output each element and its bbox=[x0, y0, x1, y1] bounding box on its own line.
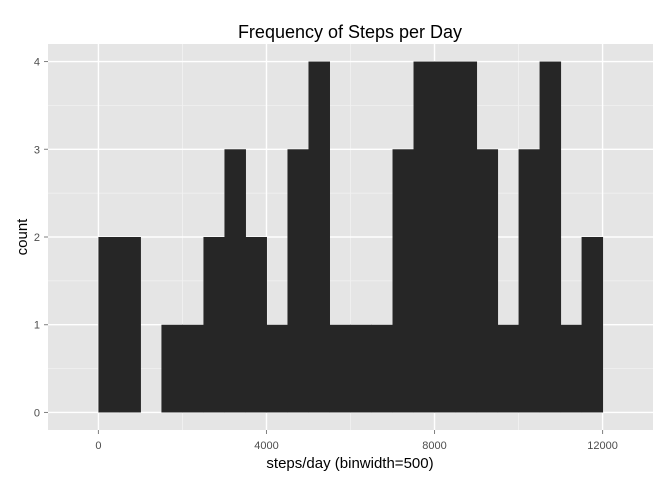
y-tick-label: 1 bbox=[34, 320, 40, 332]
histogram-bar bbox=[392, 149, 415, 413]
histogram-bar bbox=[497, 324, 520, 413]
y-axis-ticks: 0 1 2 3 4 bbox=[34, 57, 48, 419]
x-tick-label: 8000 bbox=[422, 440, 446, 452]
x-axis-ticks: 0 4000 8000 12000 bbox=[95, 430, 618, 452]
histogram-bar bbox=[518, 149, 541, 413]
histogram-bar bbox=[560, 324, 583, 413]
histogram-bar bbox=[350, 324, 373, 413]
histogram-bar bbox=[245, 237, 267, 413]
x-tick-label: 0 bbox=[95, 440, 101, 452]
histogram-bar bbox=[203, 237, 225, 413]
histogram-bar bbox=[98, 237, 120, 413]
histogram-bar bbox=[581, 237, 604, 413]
chart-title: Frequency of Steps per Day bbox=[238, 22, 462, 42]
y-axis-label: count bbox=[14, 218, 31, 256]
histogram-bar bbox=[161, 324, 183, 413]
y-tick-label: 2 bbox=[34, 232, 40, 244]
histogram-bar bbox=[308, 61, 330, 413]
x-tick-label: 4000 bbox=[254, 440, 278, 452]
y-tick-label: 0 bbox=[34, 407, 40, 419]
histogram-bar bbox=[119, 237, 141, 413]
histogram-bar bbox=[182, 324, 204, 413]
histogram-bar bbox=[371, 324, 394, 413]
histogram-bar bbox=[434, 61, 457, 413]
x-axis-label: steps/day (binwidth=500) bbox=[266, 455, 433, 472]
x-tick-label: 12000 bbox=[587, 440, 618, 452]
histogram-bar bbox=[476, 149, 499, 413]
histogram-bars bbox=[98, 61, 604, 413]
histogram-bar bbox=[539, 61, 562, 413]
histogram-bar bbox=[287, 149, 309, 413]
histogram-bar bbox=[224, 149, 246, 413]
histogram-bar bbox=[266, 324, 288, 413]
histogram-bar bbox=[413, 61, 436, 413]
y-tick-label: 4 bbox=[34, 57, 40, 69]
y-tick-label: 3 bbox=[34, 144, 40, 156]
histogram-bar bbox=[455, 61, 478, 413]
histogram-bar bbox=[329, 324, 351, 413]
